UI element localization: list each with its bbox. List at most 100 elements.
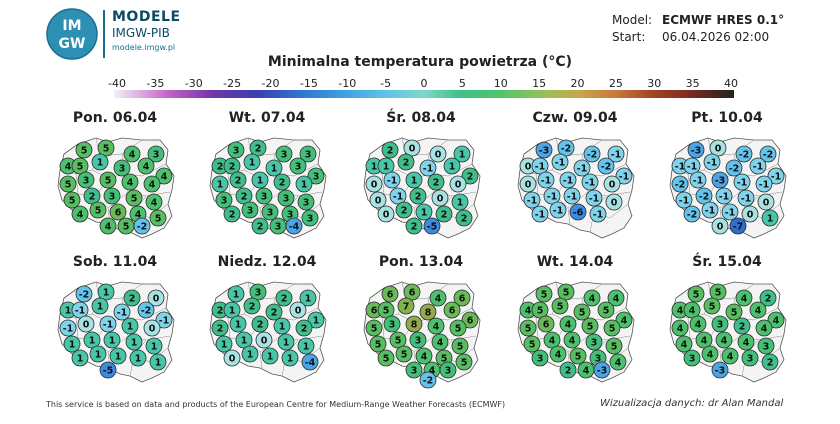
temperature-marker: 5	[365, 319, 383, 337]
temperature-marker: 1	[241, 345, 259, 363]
temperature-marker: -1	[683, 157, 701, 175]
temperature-value: -1	[535, 210, 546, 221]
temperature-marker: 2	[397, 153, 415, 171]
temperature-circle	[449, 175, 467, 193]
temperature-value: 3	[415, 336, 422, 347]
temperature-circle	[455, 209, 473, 227]
temperature-marker: -1	[543, 187, 561, 205]
temperature-value: 1	[301, 180, 308, 191]
temperature-value: 4	[565, 320, 572, 331]
temperature-value: 3	[153, 150, 160, 161]
temperature-circle	[255, 331, 273, 349]
temperature-circle	[461, 311, 479, 329]
temperature-value: 3	[119, 164, 126, 175]
temperature-circle	[519, 319, 537, 337]
temperature-value: 5	[103, 144, 110, 155]
temperature-value: 6	[371, 306, 378, 317]
poland-map: 21 32 11 22 012 1 2 1 21 1 0 1 10 1 1 1 -4	[209, 281, 327, 383]
temperature-value: 1	[127, 322, 134, 333]
temperature-circle	[235, 331, 253, 349]
temperature-marker: 4	[767, 311, 785, 329]
temperature-value: 4	[613, 294, 620, 305]
temperature-marker: 5	[395, 345, 413, 363]
temperature-circle	[277, 189, 295, 207]
temperature-marker: 1	[451, 193, 469, 211]
temperature-marker: -1	[589, 205, 607, 223]
temperature-value: 1	[371, 162, 378, 173]
temperature-value: 1	[459, 150, 466, 161]
temperature-value: 3	[595, 354, 602, 365]
temperature-value: 5	[709, 302, 716, 313]
temperature-value: 3	[537, 354, 544, 365]
temperature-marker: 4	[431, 333, 449, 351]
temperature-marker: 3	[255, 187, 273, 205]
temperature-marker: 2	[409, 187, 427, 205]
temperature-marker: -1	[615, 167, 633, 185]
temperature-marker: 2	[435, 205, 453, 223]
temperature-marker: 2	[251, 217, 269, 235]
temperature-circle	[377, 301, 395, 319]
temperature-circle	[671, 319, 689, 337]
temperature-marker: 3	[585, 333, 603, 351]
temperature-marker: 1	[299, 289, 317, 307]
temperature-value: 6	[543, 320, 550, 331]
temperature-circle	[573, 159, 591, 177]
temperature-marker: 4	[735, 289, 753, 307]
temperature-value: -1	[423, 164, 434, 175]
temperature-value: 0	[83, 320, 90, 331]
temperature-circle	[721, 203, 739, 221]
temperature-circle	[409, 187, 427, 205]
temperature-marker: 3	[289, 157, 307, 175]
temperature-marker: 5	[389, 331, 407, 349]
temperature-marker: -4	[285, 217, 303, 235]
temperature-marker: 4	[155, 167, 173, 185]
temperature-value: 5	[155, 214, 162, 225]
temperature-value: -2	[763, 150, 774, 161]
temperature-circle	[725, 303, 743, 321]
temperature-marker: 0	[143, 319, 161, 337]
temperature-circle	[297, 337, 315, 355]
temperature-value: -2	[137, 222, 148, 233]
colorbar-tick: -20	[261, 77, 280, 90]
temperature-circle	[607, 145, 625, 163]
temperature-marker: 5	[605, 337, 623, 355]
temperature-value: 5	[579, 308, 586, 319]
brand-url[interactable]: modele.imgw.pl	[112, 43, 176, 52]
temperature-value: -1	[679, 196, 690, 207]
temperature-circle	[145, 193, 163, 211]
day-label: Niedz. 12.04	[217, 254, 317, 270]
temperature-value: 5	[603, 306, 610, 317]
temperature-value: -1	[547, 192, 558, 203]
temperature-value: -1	[741, 194, 752, 205]
temperature-value: 2	[739, 322, 746, 333]
temperature-value: -1	[687, 162, 698, 173]
day-label: Pt. 10.04	[691, 110, 763, 126]
temperature-value: -2	[79, 290, 90, 301]
temperature-marker: 1	[91, 297, 109, 315]
temperature-circle	[97, 283, 115, 301]
colorbar-tick: -10	[338, 77, 357, 90]
temperature-circle	[249, 139, 267, 157]
temperature-marker: 6	[109, 203, 127, 221]
temperature-circle	[715, 187, 733, 205]
temperature-marker: 6	[461, 311, 479, 329]
temperature-value: -5	[103, 366, 114, 377]
temperature-value: 6	[449, 306, 456, 317]
temperature-marker: -3	[687, 141, 705, 159]
temperature-value: 2	[411, 222, 418, 233]
temperature-marker: -3	[593, 361, 611, 379]
temperature-value: 4	[695, 320, 702, 331]
temperature-value: -3	[715, 176, 726, 187]
temperature-circle	[113, 303, 131, 321]
poland-map: 66 64 65 78 665 3 8 4 55 5 3 4 55 5 4 5 53 4 3-2	[363, 281, 481, 389]
temperature-marker: 1	[251, 171, 269, 189]
temperature-marker: 5	[551, 297, 569, 315]
temperature-marker: 4	[689, 315, 707, 333]
temperature-circle	[429, 289, 447, 307]
temperature-circle	[261, 203, 279, 221]
logo-text-top: IM	[62, 18, 81, 34]
temperature-value: 5	[401, 350, 408, 361]
day-label: Śr. 15.04	[692, 254, 762, 270]
temperature-marker: 1	[149, 353, 167, 371]
temperature-value: 1	[249, 158, 256, 169]
